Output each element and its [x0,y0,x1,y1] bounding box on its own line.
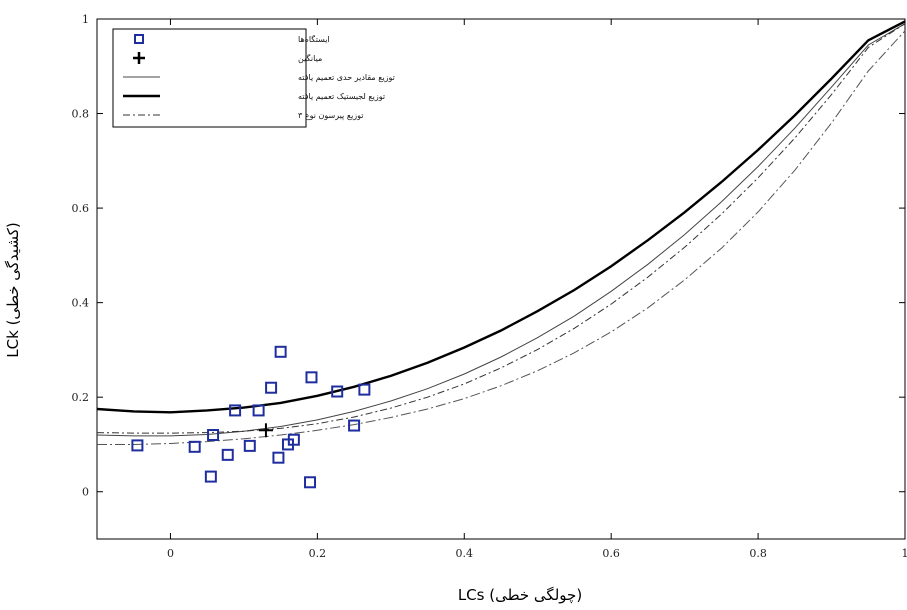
y-tick-label: 1 [82,13,89,26]
legend-item: توزیع لجیستیک تعمیم یافته [123,92,385,101]
x-axis-label: LCs (چولگی خطی) [458,586,582,604]
legend-item: ایستگاه‌ها [134,34,330,44]
y-tick-label: 0 [82,486,89,499]
y-tick-label: 0.4 [72,297,90,310]
legend-item: توزیع مقادیر حدی تعمیم یافته [123,73,395,82]
station-point [229,404,242,417]
x-tick-label: 0 [167,547,174,560]
station-point [207,429,220,441]
station-point [304,476,317,489]
station-point [272,451,285,464]
station-point [188,440,201,453]
legend: ایستگاه‌ها میانگین توزیع مقادیر حدی تعمیم … [112,28,395,128]
station-point [358,383,371,396]
legend-label: توزیع مقادیر حدی تعمیم یافته [298,73,395,82]
series-line-5 [97,30,906,445]
station-point [243,439,256,452]
legend-box [112,28,307,128]
station-point [252,404,265,417]
curves [96,20,906,445]
series-line-2 [96,20,906,414]
legend-label: ایستگاه‌ها [298,34,330,44]
y-tick-label: 0.6 [72,202,90,215]
legend-swatch [134,34,144,44]
station-point [331,385,344,398]
station-point [265,381,278,394]
x-tick-label: 0.6 [602,547,620,560]
legend-label: توزیع پیرسون نوع ۳ [298,111,364,120]
legend-item: میانگین [133,52,322,64]
y-axis-ticks: 0 0.2 0.4 0.6 0.8 1 [72,13,905,499]
legend-label: میانگین [298,53,322,63]
mean-point [258,423,273,438]
station-point [305,371,318,384]
station-point [274,345,287,358]
station-point [131,439,144,452]
y-tick-label: 0.8 [72,108,90,121]
legend-item: توزیع پیرسون نوع ۳ [123,111,364,120]
x-tick-label: 0.2 [309,547,327,560]
station-point [348,419,361,432]
series-line-4 [96,23,906,434]
series-line-3 [96,23,906,437]
legend-swatch [133,52,145,64]
station-point [221,448,234,461]
data-points [131,345,371,489]
station-point [204,470,217,483]
x-tick-label: 0.4 [456,547,474,560]
legend-label: توزیع لجیستیک تعمیم یافته [298,92,385,101]
x-tick-label: 1 [902,547,907,560]
y-tick-label: 0.2 [72,391,90,404]
y-axis-label: LCk (کشیدگی خطی) [4,222,22,357]
station-point [287,433,300,446]
x-tick-label: 0.8 [749,547,767,560]
